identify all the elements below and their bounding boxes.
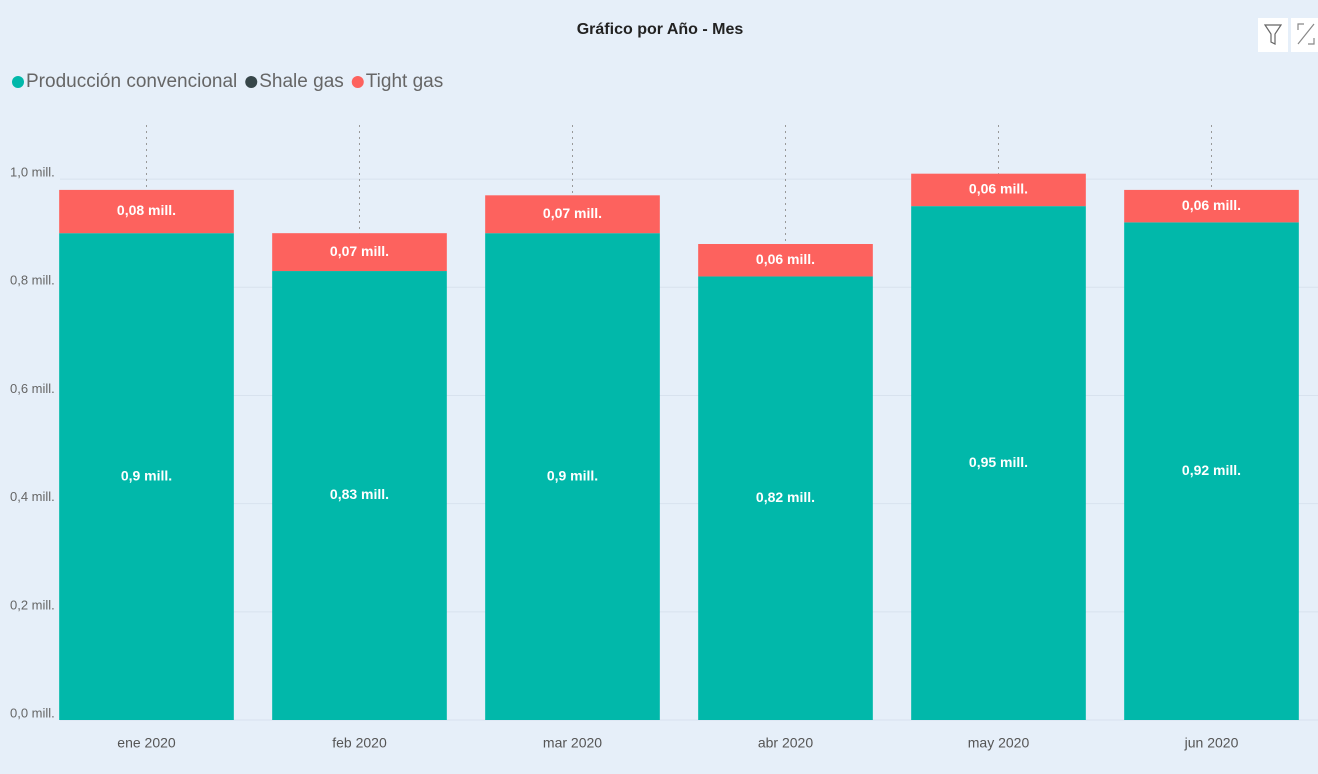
legend-marker — [12, 76, 24, 88]
bar-segment — [1124, 222, 1299, 720]
y-tick-label: 1,0 mill. — [10, 165, 55, 180]
x-tick-label: may 2020 — [968, 735, 1030, 751]
data-label: 0,83 mill. — [330, 486, 389, 502]
bar-segment — [698, 244, 873, 277]
y-tick-label: 0,4 mill. — [10, 489, 55, 504]
data-label: 0,08 mill. — [117, 202, 176, 218]
bar-segment — [485, 233, 660, 720]
x-tick-label: jun 2020 — [1184, 735, 1239, 751]
data-label: 0,95 mill. — [969, 454, 1028, 470]
data-label: 0,06 mill. — [1182, 197, 1241, 213]
y-tick-label: 0,8 mill. — [10, 273, 55, 288]
x-tick-label: mar 2020 — [543, 735, 602, 751]
legend-marker — [245, 76, 258, 88]
bar-segment — [911, 206, 1086, 721]
bar-segment — [59, 233, 234, 720]
data-label: 0,82 mill. — [756, 489, 815, 505]
data-label: 0,07 mill. — [330, 243, 389, 259]
data-label: 0,06 mill. — [756, 251, 815, 267]
data-label: 0,9 mill. — [121, 467, 172, 483]
data-label: 0,92 mill. — [1182, 462, 1241, 478]
legend-label: Tight gas — [366, 71, 443, 92]
bar-segment — [272, 271, 447, 720]
bar-segment — [911, 173, 1086, 207]
bar-segment — [1124, 189, 1299, 223]
bar-segment — [272, 233, 447, 272]
y-tick-label: 0,6 mill. — [10, 381, 55, 396]
filter-icon[interactable] — [1258, 18, 1288, 52]
legend-marker — [351, 76, 364, 88]
chart-title: Gráfico por Año - Mes — [577, 21, 744, 38]
x-tick-label: feb 2020 — [332, 735, 387, 751]
x-tick-label: ene 2020 — [117, 735, 176, 751]
legend-label: Producción convencional — [26, 71, 237, 92]
focus-icon[interactable] — [1291, 18, 1318, 52]
bar-segment — [59, 189, 234, 234]
legend-label: Shale gas — [259, 71, 344, 92]
data-label: 0,9 mill. — [547, 467, 598, 483]
bar-segment — [485, 195, 660, 234]
data-label: 0,06 mill. — [969, 181, 1028, 197]
bar-segment — [698, 276, 873, 720]
y-tick-label: 0,2 mill. — [10, 597, 55, 612]
data-label: 0,07 mill. — [543, 205, 602, 221]
y-tick-label: 0,0 mill. — [10, 705, 55, 720]
x-tick-label: abr 2020 — [758, 735, 813, 751]
